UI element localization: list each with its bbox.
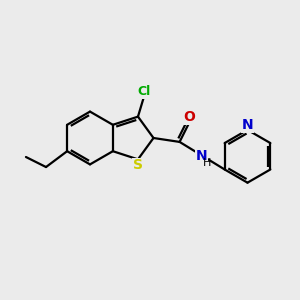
Text: N: N bbox=[196, 149, 207, 163]
Text: N: N bbox=[242, 118, 253, 132]
Text: S: S bbox=[133, 158, 143, 172]
Text: Cl: Cl bbox=[138, 85, 151, 98]
Text: O: O bbox=[183, 110, 195, 124]
Text: H: H bbox=[203, 158, 212, 168]
